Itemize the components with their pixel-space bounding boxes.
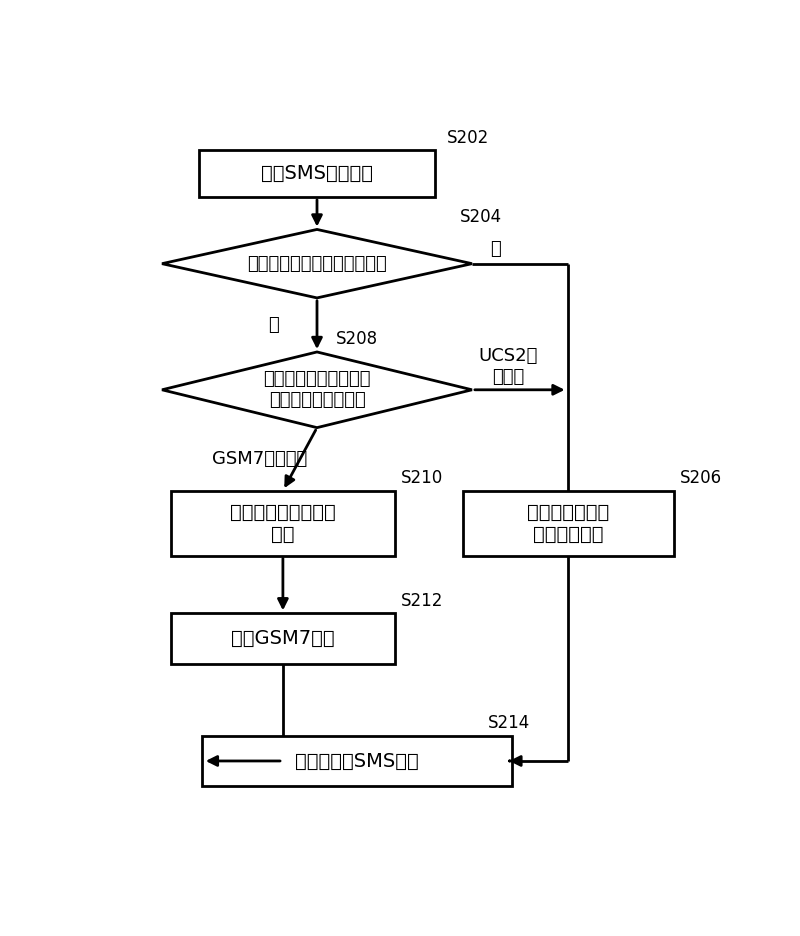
Text: 进行GSM7编码: 进行GSM7编码 [231, 629, 334, 648]
Polygon shape [162, 229, 472, 298]
Text: S202: S202 [447, 128, 490, 147]
Text: S208: S208 [336, 330, 378, 348]
FancyBboxPatch shape [199, 150, 435, 197]
Text: S214: S214 [487, 714, 530, 732]
Text: GSM7编码方式: GSM7编码方式 [211, 450, 307, 468]
FancyBboxPatch shape [171, 490, 394, 556]
Text: 检测信息中是否包含特殊字符: 检测信息中是否包含特殊字符 [247, 255, 387, 272]
Text: S212: S212 [401, 592, 443, 609]
FancyBboxPatch shape [202, 736, 512, 786]
Text: 检测信息中除掉特殊字
符外部分的编码方式: 检测信息中除掉特殊字 符外部分的编码方式 [263, 371, 370, 409]
Text: S206: S206 [680, 469, 722, 487]
Text: 采用相应的编码
方式进行编码: 采用相应的编码 方式进行编码 [527, 503, 610, 544]
FancyBboxPatch shape [171, 613, 394, 664]
FancyBboxPatch shape [462, 490, 674, 556]
Text: S210: S210 [401, 469, 443, 487]
Text: 对特殊字符进行编码
处理: 对特殊字符进行编码 处理 [230, 503, 336, 544]
Text: 输入SMS内容信息: 输入SMS内容信息 [261, 164, 373, 183]
Text: UCS2编
码方式: UCS2编 码方式 [478, 347, 538, 387]
Text: 存储或发送SMS信息: 存储或发送SMS信息 [295, 752, 419, 770]
Polygon shape [162, 352, 472, 428]
Text: S204: S204 [459, 208, 502, 226]
Text: 是: 是 [268, 316, 279, 334]
Text: 否: 否 [490, 240, 502, 258]
